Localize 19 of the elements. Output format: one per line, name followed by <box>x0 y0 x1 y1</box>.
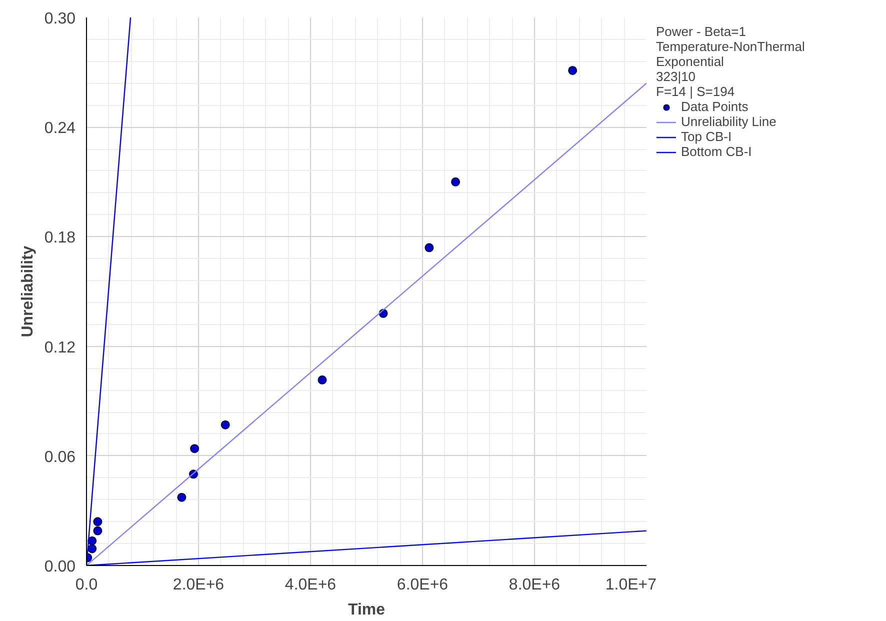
x-tick-label: 6.0E+6 <box>396 576 448 594</box>
legend-label: Data Points <box>681 99 748 114</box>
x-tick-label: 0.0 <box>75 576 98 594</box>
y-tick-label: 0.30 <box>44 10 76 28</box>
x-tick-label: 8.0E+6 <box>508 576 560 594</box>
y-tick-label: 0.06 <box>44 448 76 466</box>
legend-label: Unreliability Line <box>681 114 776 129</box>
x-tick-label: 1.0E+7 <box>605 576 657 594</box>
legend-label: Top CB-I <box>681 129 732 144</box>
y-tick-label: 0.00 <box>44 558 76 576</box>
y-axis-title: Unreliability <box>19 246 36 338</box>
y-tick-label: 0.12 <box>44 339 76 356</box>
x-tick-label: 2.0E+6 <box>172 576 224 594</box>
y-tick-label: 0.18 <box>44 230 76 247</box>
y-tick-label: 0.24 <box>44 120 76 138</box>
legend-label: Bottom CB-I <box>681 144 752 159</box>
legend-title: Power - Beta=1 Temperature-NonThermal Exponential 323|10 F=14 | S=194 <box>656 24 805 99</box>
x-tick-label: 4.0E+6 <box>284 576 336 594</box>
x-axis-title: Time <box>348 602 386 618</box>
